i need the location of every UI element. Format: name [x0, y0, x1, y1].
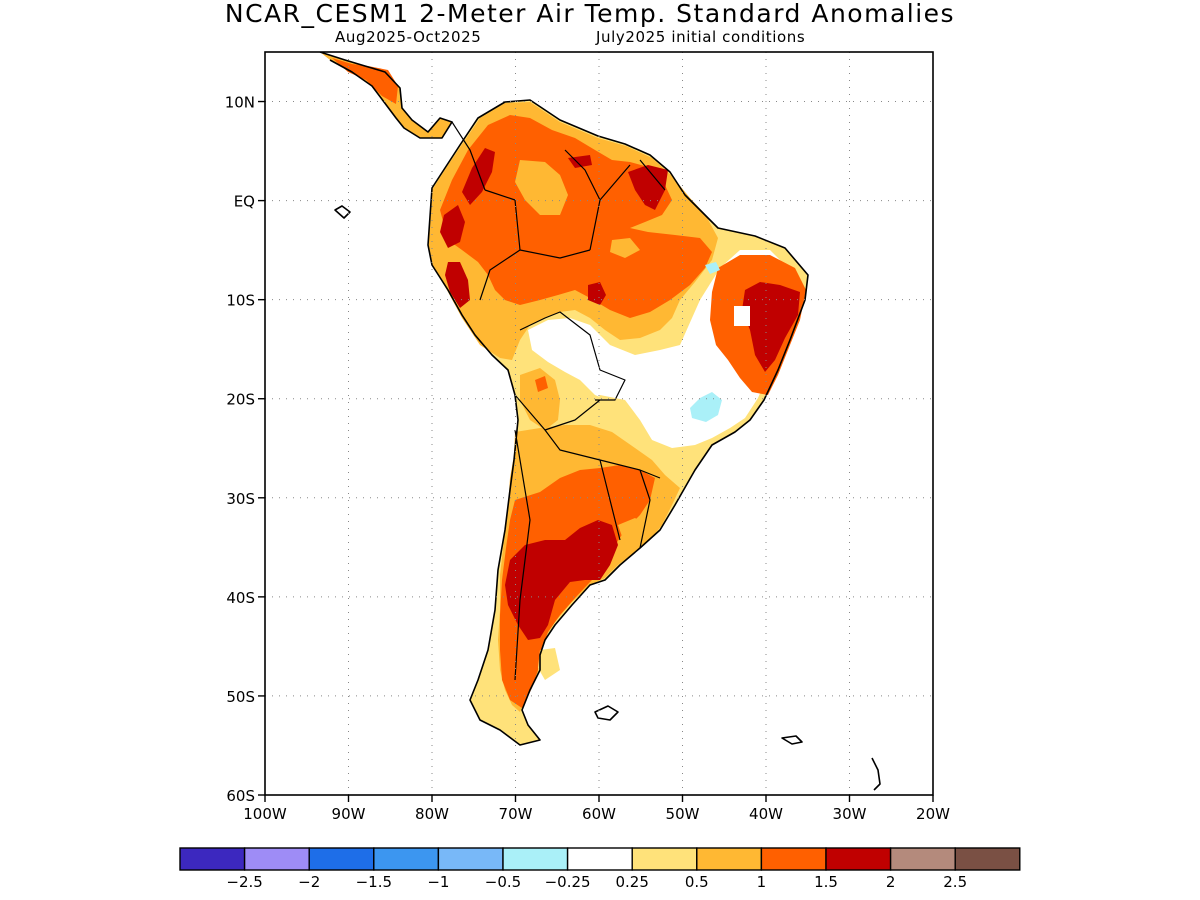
forecast-period: Aug2025-Oct2025: [335, 28, 482, 46]
coastlines: [319, 52, 881, 791]
lon-label: 90W: [332, 805, 366, 823]
lon-label: 100W: [243, 805, 287, 823]
guiana-hot-spot: [628, 165, 668, 210]
colorbar-label: −2.5: [226, 873, 262, 891]
country-borders: [451, 121, 666, 681]
colorbar-swatch: [566, 847, 633, 871]
colorbar-swatch: [696, 847, 763, 871]
uruguay-lighter: [618, 518, 655, 548]
colorbar-swatch: [502, 847, 569, 871]
south-georgia: [781, 735, 803, 745]
central-america-coastline: [319, 52, 453, 139]
colorbar-swatch: [437, 847, 504, 871]
chart-title: NCAR_CESM1 2-Meter Air Temp. Standard An…: [224, 0, 956, 28]
lon-label: 60W: [582, 805, 616, 823]
colorbar-label: 1.5: [814, 873, 838, 891]
peru-hot-spot: [445, 262, 470, 308]
lat-label: 10N: [225, 94, 255, 112]
lon-label: 70W: [499, 805, 533, 823]
patagonia-light-pocket: [538, 648, 560, 680]
lat-label: EQ: [234, 193, 255, 211]
colombia-hot-spot: [462, 148, 495, 205]
lat-label: 20S: [226, 391, 255, 409]
colorbar: [179, 847, 1021, 871]
colorbar-label: −0.25: [545, 873, 591, 891]
colorbar-swatch: [954, 847, 1021, 871]
colorbar-swatch: [825, 847, 892, 871]
lon-label: 40W: [749, 805, 783, 823]
south-sandwich: [871, 757, 881, 791]
colorbar-swatch: [179, 847, 246, 871]
colorbar-swatch: [243, 847, 310, 871]
colorbar-labels: −2.5 −2 −1.5 −1 −0.5 −0.25 0.25 0.5 1 1.5 2 2.5: [226, 873, 967, 891]
brazil-cool-dot: [705, 262, 720, 274]
map-grid: [265, 52, 933, 795]
colorbar-label: 0.25: [615, 873, 648, 891]
ecuador-hot-spot: [440, 205, 465, 248]
south-america-coastline: [427, 99, 809, 746]
initial-conditions: July2025 initial conditions: [596, 28, 806, 46]
amazon-lighter-pocket-2: [610, 238, 640, 258]
lat-label: 40S: [226, 589, 255, 607]
colorbar-label: −1.5: [356, 873, 392, 891]
bolivia-hot-small: [535, 376, 548, 392]
amazon-warm-core: [440, 115, 712, 318]
latitude-labels: 10N EQ 10S 20S 30S 40S 50S 60S: [225, 94, 255, 805]
lon-label: 30W: [833, 805, 867, 823]
amazon-lighter-pocket: [515, 160, 568, 215]
brazil-rim-light: [590, 395, 735, 480]
lat-label: 10S: [226, 292, 255, 310]
colorbar-swatch: [889, 847, 956, 871]
colorbar-label: −1: [427, 873, 449, 891]
colorbar-label: 2: [886, 873, 896, 891]
northeast-brazil-hot: [742, 282, 800, 372]
colorbar-label: −2: [298, 873, 320, 891]
axis-ticks: [258, 100, 934, 802]
southeast-brazil-cool-spot: [690, 392, 722, 422]
colorbar-label: 0.5: [685, 873, 709, 891]
lat-label: 60S: [226, 787, 255, 805]
colorbar-label: 2.5: [943, 873, 967, 891]
colorbar-label: 1: [757, 873, 767, 891]
colorbar-swatch: [373, 847, 440, 871]
southern-tip-light: [505, 712, 530, 740]
northeast-brazil-hole: [734, 306, 750, 326]
colorbar-swatch: [308, 847, 375, 871]
lon-label: 50W: [666, 805, 700, 823]
falklands: [594, 705, 619, 721]
bolivia-warm: [520, 368, 560, 430]
lon-label: 80W: [415, 805, 449, 823]
lat-label: 50S: [226, 688, 255, 706]
colorbar-swatch: [631, 847, 698, 871]
galapagos: [334, 205, 351, 219]
colorbar-label: −0.5: [485, 873, 521, 891]
longitude-labels: 100W 90W 80W 70W 60W 50W 40W 30W 20W: [243, 805, 950, 823]
central-argentina-hot: [505, 520, 618, 640]
lat-label: 30S: [226, 490, 255, 508]
colorbar-swatch: [760, 847, 827, 871]
lon-label: 20W: [916, 805, 950, 823]
